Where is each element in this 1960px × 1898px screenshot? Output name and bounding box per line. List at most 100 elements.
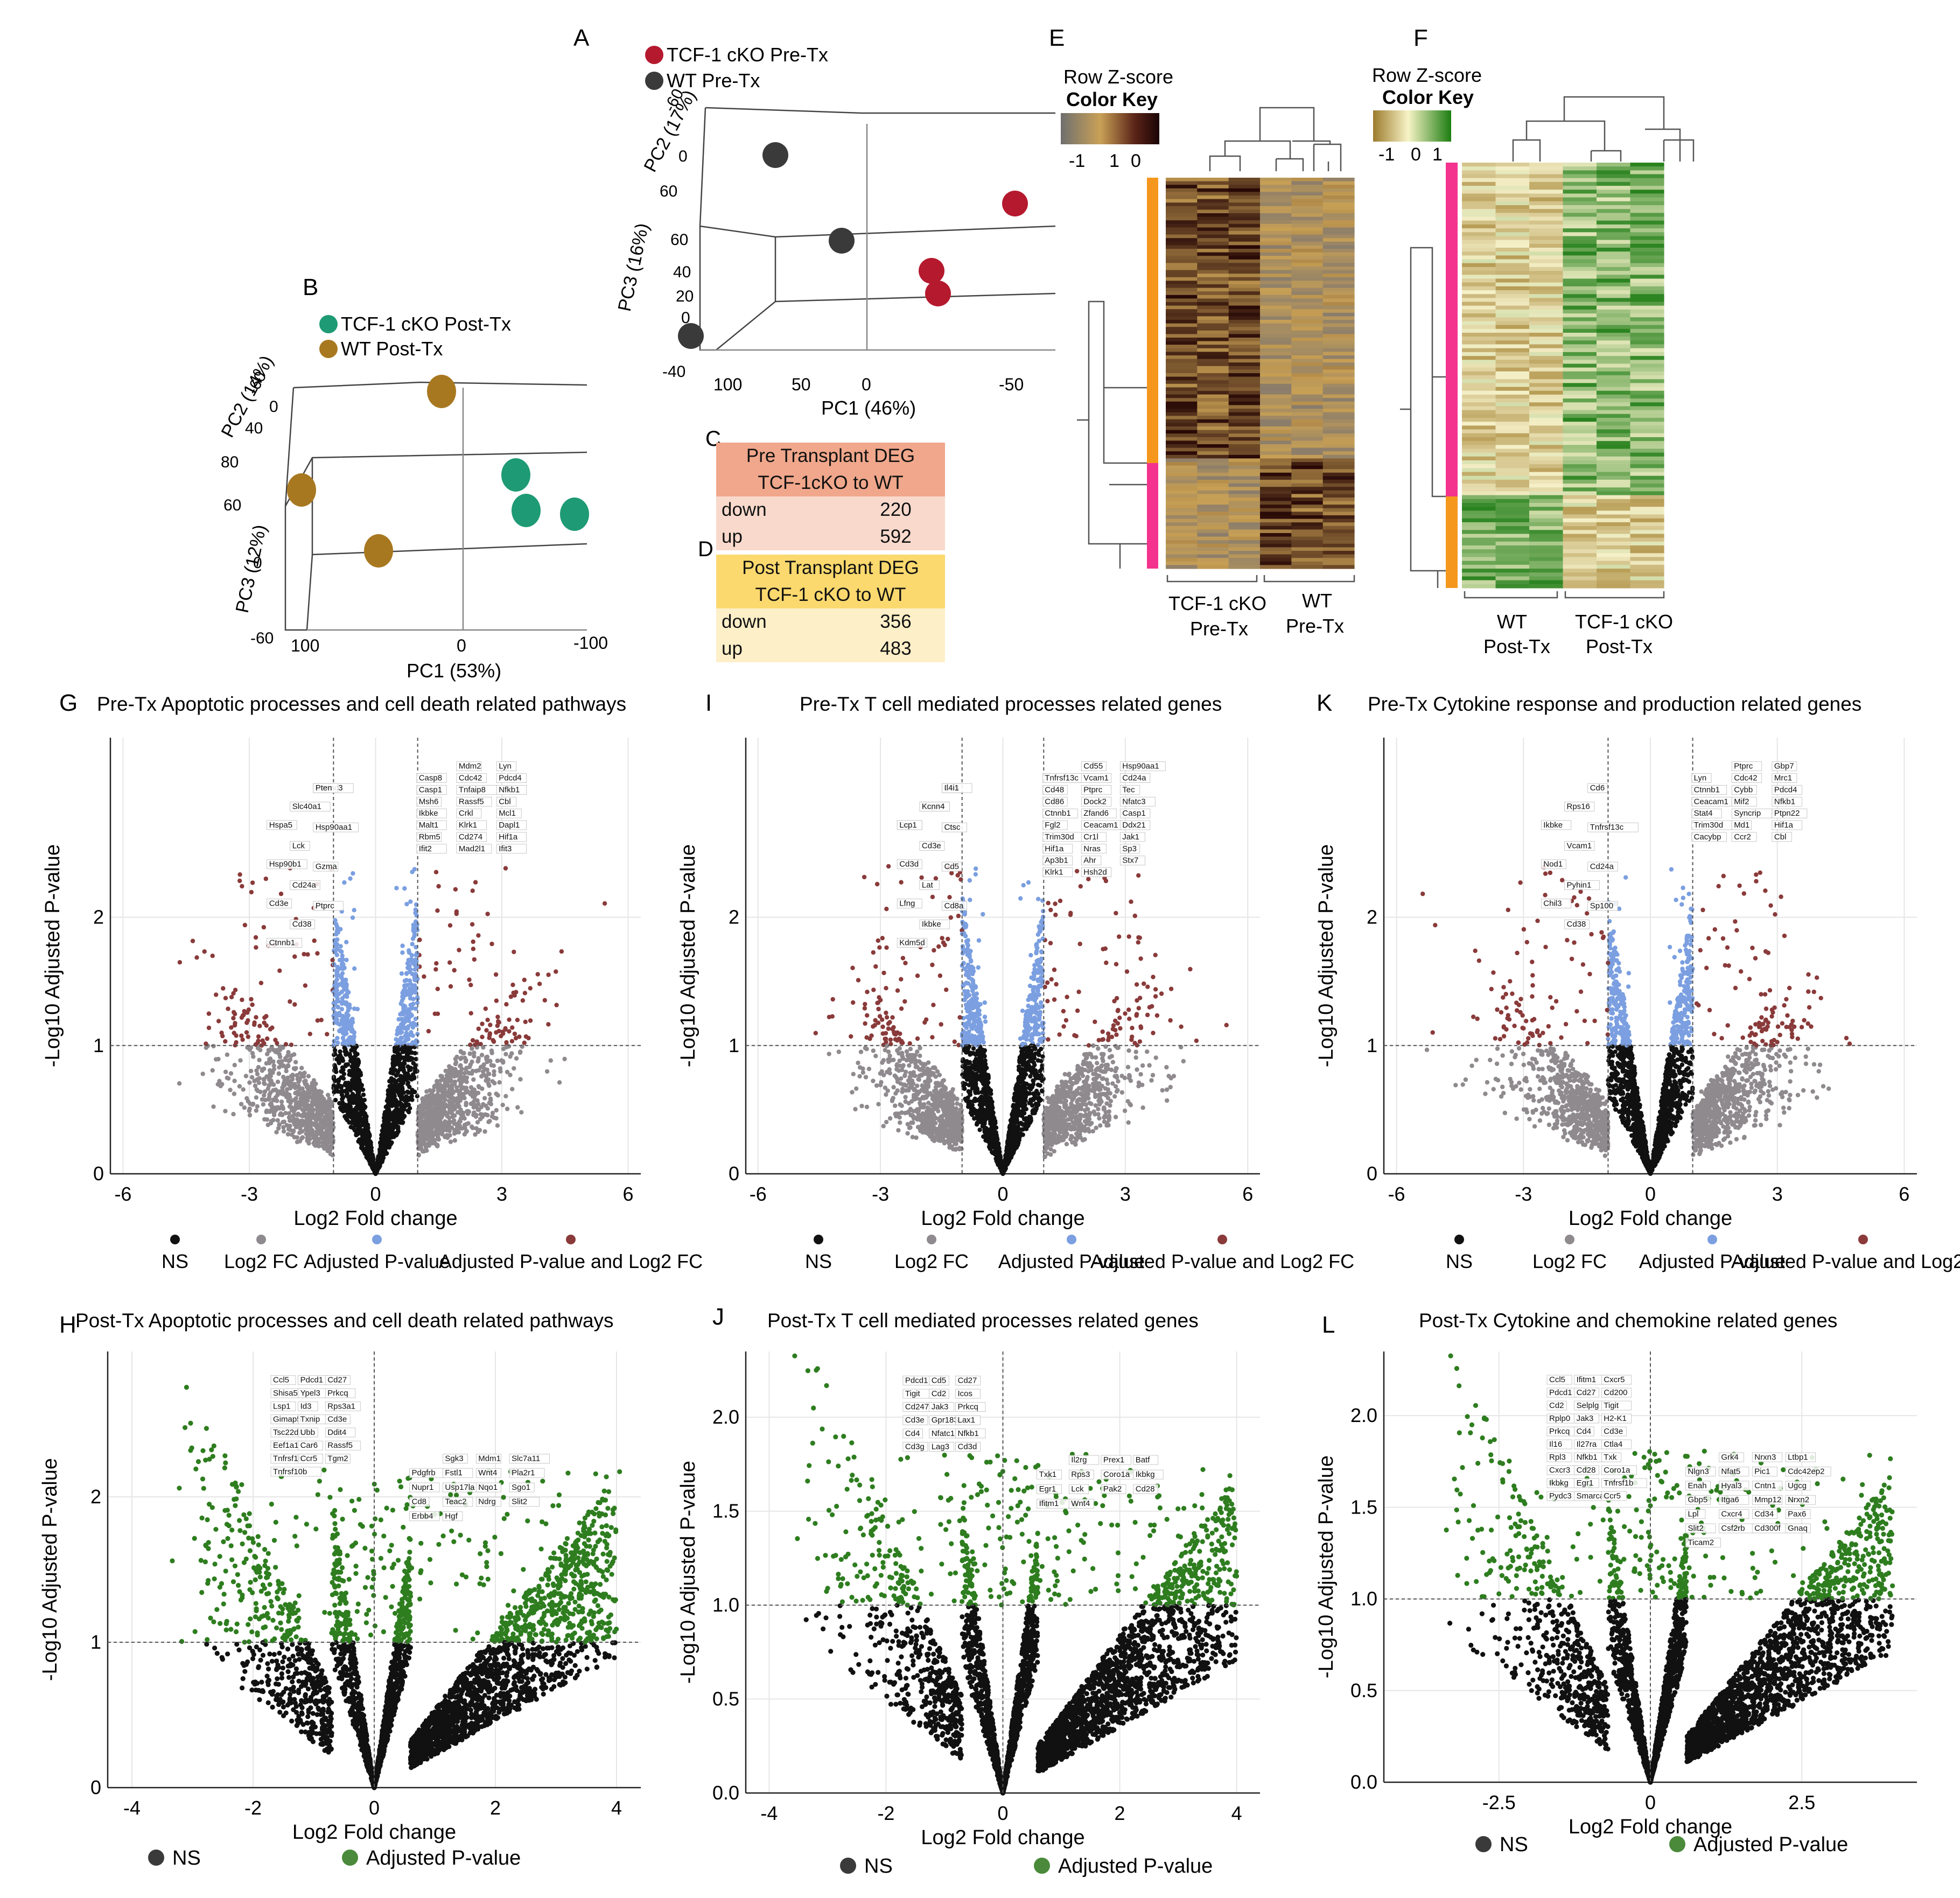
volcano-point <box>300 1101 305 1106</box>
volcano-point <box>476 1026 481 1031</box>
pca-a-point-wt <box>829 228 855 254</box>
volcano-point <box>492 1069 496 1074</box>
heatmap-cell <box>1197 543 1229 548</box>
heatmap-cell <box>1597 530 1631 535</box>
heatmap-cell <box>1291 274 1324 278</box>
volcano-point <box>325 1100 331 1105</box>
heatmap-cell <box>1529 414 1564 418</box>
pca-a-pc3-label: PC3 (16%) <box>614 221 653 313</box>
volcano-point <box>398 1119 404 1124</box>
heatmap-cell <box>1260 558 1292 562</box>
volcano-point <box>399 1029 404 1035</box>
heatmap-cell <box>1291 295 1324 299</box>
heatmap-cell <box>1495 468 1530 473</box>
heatmap-cell <box>1563 503 1597 507</box>
heatmap-cell <box>1597 166 1631 171</box>
heatmap-cell <box>1462 337 1496 341</box>
heatmap-cell <box>1462 475 1496 480</box>
heatmap-cell <box>1630 317 1664 322</box>
volcano-point <box>452 968 457 973</box>
heatmap-cell <box>1462 487 1496 492</box>
heatmap-cell <box>1563 371 1597 376</box>
heatmap-cell <box>1462 569 1496 573</box>
heatmap-cell <box>1260 274 1292 278</box>
heatmap-cell <box>1563 572 1597 577</box>
heatmap-cell <box>1322 259 1355 263</box>
heatmap-cell <box>1260 387 1292 391</box>
volcano-point <box>456 1069 460 1075</box>
heatmap-cell <box>1166 526 1198 530</box>
volcano-point <box>412 963 417 968</box>
volcano-point <box>356 1083 361 1088</box>
gene-label: Gzma <box>316 862 338 871</box>
heatmap-cell <box>1563 530 1597 535</box>
volcano-point <box>316 1095 320 1100</box>
heatmap-cell <box>1322 195 1355 200</box>
volcano-point <box>346 1005 351 1010</box>
volcano-point <box>277 1089 283 1094</box>
heatmap-cell <box>1291 391 1324 395</box>
heatmap-cell <box>1260 515 1292 520</box>
pca-a-box <box>699 107 1056 351</box>
heatmap-cell <box>1495 170 1530 175</box>
volcano-point <box>496 1028 501 1034</box>
heatmap-cell <box>1197 366 1229 370</box>
heatmap-cell <box>1197 462 1229 466</box>
heatmap-cell <box>1291 512 1324 516</box>
volcano-point <box>344 1031 349 1036</box>
heatmap-cell <box>1322 405 1355 409</box>
heatmap-cell <box>1563 197 1597 202</box>
heatmap-cell <box>1495 333 1530 337</box>
heatmap-cell <box>1529 541 1564 546</box>
heatmap-cell <box>1462 216 1496 221</box>
heatmap-e: Row Z-score Color Key -1 1 0 TCF-1 cKO P… <box>1061 66 1355 640</box>
volcano-point <box>464 1130 468 1134</box>
volcano-point <box>399 1017 404 1021</box>
volcano-point <box>338 1055 344 1060</box>
heatmap-cell <box>1597 464 1631 468</box>
pca-b-point-tcf <box>501 458 530 492</box>
volcano-point <box>472 1042 478 1047</box>
panel-letter-g: G <box>59 690 78 716</box>
volcano-point <box>357 1119 362 1124</box>
volcano-point <box>379 1132 384 1138</box>
heatmap-cell <box>1597 240 1631 244</box>
heatmap-cell <box>1228 454 1261 459</box>
heatmap-cell <box>1228 252 1261 256</box>
heatmap-cell <box>1529 569 1564 573</box>
volcano-point <box>269 1101 274 1106</box>
heatmap-cell <box>1495 220 1530 225</box>
heatmap-cell <box>1166 223 1198 228</box>
heatmap-cell <box>1166 231 1198 235</box>
volcano-point <box>315 1018 320 1023</box>
heatmap-cell <box>1228 209 1261 214</box>
volcano-point <box>292 1134 297 1140</box>
heatmap-cell <box>1197 323 1229 327</box>
volcano-point <box>458 1119 463 1124</box>
heatmap-cell <box>1228 540 1261 544</box>
volcano-point <box>471 939 475 944</box>
heatmap-cell <box>1630 429 1664 434</box>
heatmap-cell <box>1260 362 1292 367</box>
gene-label: Ifit3 <box>499 844 512 853</box>
heatmap-cell <box>1563 181 1597 186</box>
heatmap-cell <box>1166 444 1198 449</box>
heatmap-cell <box>1495 584 1530 589</box>
heatmap-cell <box>1630 224 1664 229</box>
volcano-point <box>232 1010 236 1015</box>
heatmap-cell <box>1197 380 1229 384</box>
volcano-point <box>475 1098 480 1103</box>
heatmap-cell <box>1260 405 1292 409</box>
heatmap-cell <box>1529 422 1564 426</box>
gene-label: Mcl1 <box>499 809 516 818</box>
heatmap-cell <box>1322 501 1355 505</box>
heatmap-cell <box>1322 376 1355 381</box>
heatmap-cell <box>1291 376 1324 381</box>
heatmap-cell <box>1630 410 1664 415</box>
volcano-point <box>288 1057 293 1062</box>
heatmap-cell <box>1630 236 1664 241</box>
heatmap-cell <box>1197 231 1229 235</box>
heatmap-cell <box>1322 298 1355 303</box>
heatmap-cell <box>1597 394 1631 399</box>
heatmap-cell <box>1597 236 1631 241</box>
